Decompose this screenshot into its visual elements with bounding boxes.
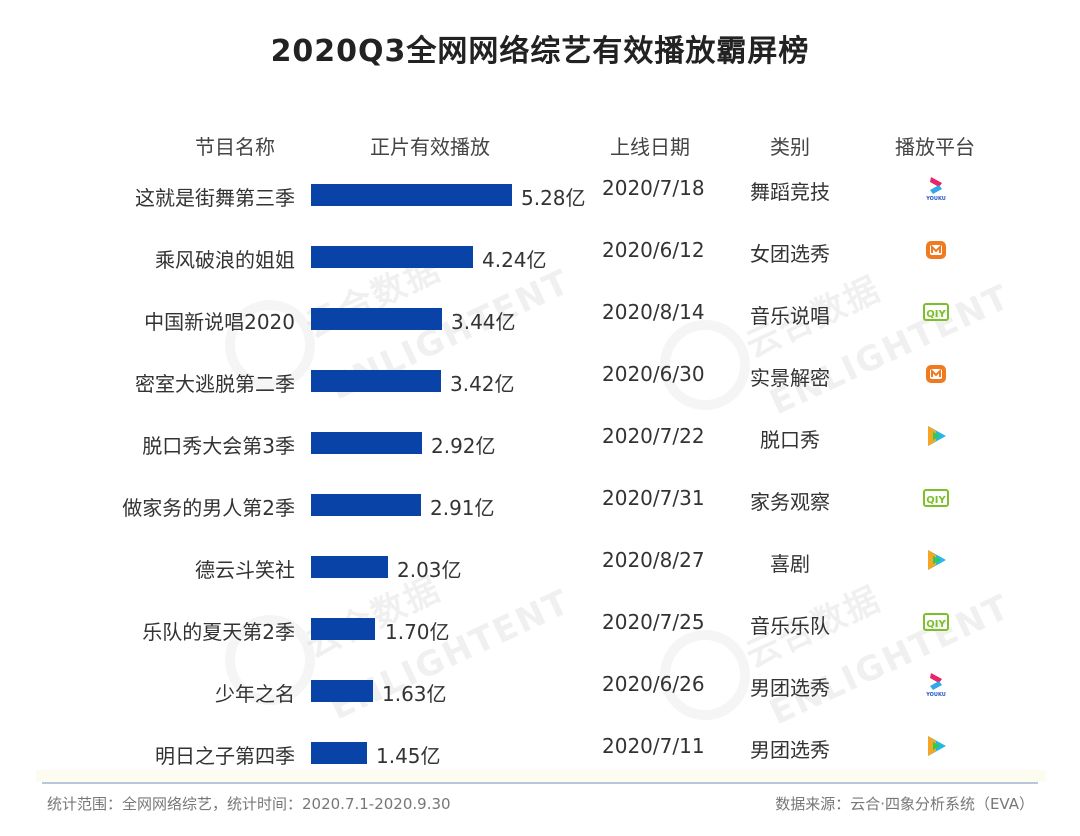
footer-data-source: 数据来源：云合·四象分析系统（EVA） xyxy=(775,795,1034,813)
footer-highlight xyxy=(36,770,1046,782)
launch-date: 2020/8/27 xyxy=(602,548,705,572)
bar-value: 1.70亿 xyxy=(385,620,450,644)
chart-title: 2020Q3全网网络综艺有效播放霸屏榜 xyxy=(270,34,810,69)
bar-value: 2.91亿 xyxy=(430,496,495,520)
bar xyxy=(311,308,442,330)
header-category: 类别 xyxy=(770,135,810,159)
bar-value: 2.03亿 xyxy=(397,558,462,582)
header-program-name: 节目名称 xyxy=(195,135,275,159)
header-platform: 播放平台 xyxy=(895,135,975,159)
table-row: 这就是街舞第三季 5.28亿 2020/7/18 舞蹈竞技 xyxy=(0,176,1080,216)
tencent-video-icon xyxy=(922,422,950,450)
iqiyi-icon xyxy=(922,608,950,636)
program-name: 明日之子第四季 xyxy=(155,744,295,768)
bar-value: 1.63亿 xyxy=(382,682,447,706)
table-row: 脱口秀大会第3季 2.92亿 2020/7/22 脱口秀 xyxy=(0,424,1080,464)
tencent-video-icon xyxy=(922,546,950,574)
bar xyxy=(311,556,388,578)
launch-date: 2020/7/25 xyxy=(602,610,705,634)
category: 音乐说唱 xyxy=(750,304,830,328)
bar xyxy=(311,618,375,640)
launch-date: 2020/6/30 xyxy=(602,362,705,386)
header-effective-plays: 正片有效播放 xyxy=(370,135,490,159)
youku-icon xyxy=(922,670,950,698)
bar-value: 5.28亿 xyxy=(521,186,586,210)
category: 家务观察 xyxy=(750,490,830,514)
bar xyxy=(311,432,422,454)
category: 喜剧 xyxy=(770,552,810,576)
bar-value: 2.92亿 xyxy=(431,434,496,458)
program-name: 德云斗笑社 xyxy=(195,558,295,582)
bar xyxy=(311,742,367,764)
program-name: 少年之名 xyxy=(215,682,295,706)
category: 女团选秀 xyxy=(750,242,830,266)
program-name: 乘风破浪的姐姐 xyxy=(155,248,295,272)
program-name: 乐队的夏天第2季 xyxy=(142,620,295,644)
iqiyi-icon xyxy=(922,484,950,512)
footer-divider xyxy=(42,782,1038,784)
mango-tv-icon xyxy=(922,360,950,388)
footer-scope-note: 统计范围：全网网络综艺，统计时间：2020.7.1-2020.9.30 xyxy=(47,795,451,813)
launch-date: 2020/7/18 xyxy=(602,176,705,200)
category: 音乐乐队 xyxy=(750,614,830,638)
category: 男团选秀 xyxy=(750,738,830,762)
program-name: 这就是街舞第三季 xyxy=(135,186,295,210)
tencent-video-icon xyxy=(922,732,950,760)
category: 脱口秀 xyxy=(760,428,820,452)
table-row: 明日之子第四季 1.45亿 2020/7/11 男团选秀 xyxy=(0,734,1080,774)
bar xyxy=(311,370,441,392)
category: 实景解密 xyxy=(750,366,830,390)
iqiyi-icon xyxy=(922,298,950,326)
table-row: 德云斗笑社 2.03亿 2020/8/27 喜剧 xyxy=(0,548,1080,588)
bar xyxy=(311,184,512,206)
bar xyxy=(311,494,421,516)
program-name: 做家务的男人第2季 xyxy=(122,496,295,520)
table-row: 中国新说唱2020 3.44亿 2020/8/14 音乐说唱 xyxy=(0,300,1080,340)
program-name: 密室大逃脱第二季 xyxy=(135,372,295,396)
table-row: 乘风破浪的姐姐 4.24亿 2020/6/12 女团选秀 xyxy=(0,238,1080,278)
mango-tv-icon xyxy=(922,236,950,264)
launch-date: 2020/8/14 xyxy=(602,300,705,324)
table-row: 密室大逃脱第二季 3.42亿 2020/6/30 实景解密 xyxy=(0,362,1080,402)
category: 男团选秀 xyxy=(750,676,830,700)
bar-value: 3.42亿 xyxy=(450,372,515,396)
launch-date: 2020/6/12 xyxy=(602,238,705,262)
launch-date: 2020/7/11 xyxy=(602,734,705,758)
header-launch-date: 上线日期 xyxy=(610,135,690,159)
category: 舞蹈竞技 xyxy=(750,180,830,204)
launch-date: 2020/7/22 xyxy=(602,424,705,448)
bar-value: 3.44亿 xyxy=(451,310,516,334)
bar xyxy=(311,246,473,268)
table-row: 做家务的男人第2季 2.91亿 2020/7/31 家务观察 xyxy=(0,486,1080,526)
program-name: 脱口秀大会第3季 xyxy=(142,434,295,458)
table-row: 少年之名 1.63亿 2020/6/26 男团选秀 xyxy=(0,672,1080,712)
table-row: 乐队的夏天第2季 1.70亿 2020/7/25 音乐乐队 xyxy=(0,610,1080,650)
bar-value: 1.45亿 xyxy=(376,744,441,768)
launch-date: 2020/6/26 xyxy=(602,672,705,696)
youku-icon xyxy=(922,174,950,202)
bar xyxy=(311,680,373,702)
bar-value: 4.24亿 xyxy=(482,248,547,272)
launch-date: 2020/7/31 xyxy=(602,486,705,510)
program-name: 中国新说唱2020 xyxy=(144,310,295,334)
